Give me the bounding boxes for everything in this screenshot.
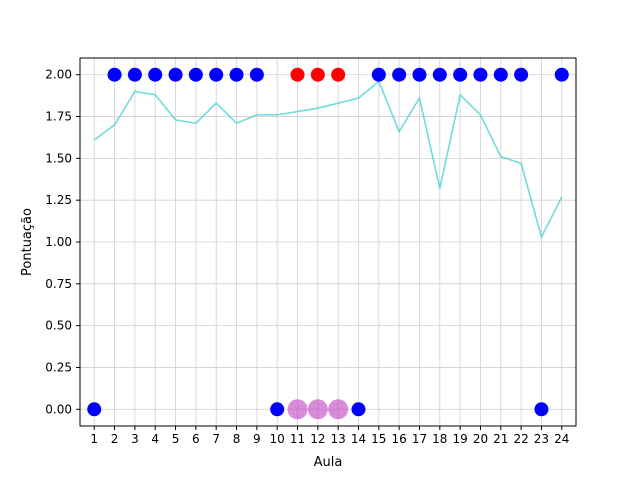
magenta-point (287, 399, 308, 420)
blue-point (473, 67, 488, 82)
blue-point (107, 67, 122, 82)
blue-point (493, 67, 508, 82)
x-axis-ticks: 1 2 3 4 5 6 7 8 9 10 11 12 13 14 15 16 17 18 19 20 21 22 23 24 (90, 426, 569, 446)
x-tick-label: 18 (432, 432, 447, 446)
x-tick-label: 6 (192, 432, 200, 446)
x-axis-label: Aula (314, 455, 343, 470)
blue-point (453, 67, 468, 82)
markers-layer (87, 67, 569, 420)
x-tick-label: 5 (172, 432, 180, 446)
x-tick-label: 24 (554, 432, 569, 446)
x-tick-label: 4 (151, 432, 159, 446)
blue-point (432, 67, 447, 82)
y-axis-ticks: 0.00 0.25 0.50 0.75 1.00 1.25 1.50 1.75 2.00 (45, 68, 80, 416)
x-tick-label: 21 (493, 432, 508, 446)
x-tick-label: 19 (452, 432, 467, 446)
trend-line-layer (93, 80, 563, 240)
x-tick-label: 20 (473, 432, 488, 446)
y-tick-label: 1.50 (45, 151, 72, 165)
y-tick-label: 1.00 (45, 235, 72, 249)
blue-point (209, 67, 224, 82)
x-tick-label: 13 (331, 432, 346, 446)
blue-point (229, 67, 244, 82)
grid-lines (80, 58, 576, 426)
x-tick-label: 22 (513, 432, 528, 446)
y-tick-label: 0.25 (45, 360, 72, 374)
blue-point (351, 402, 366, 417)
x-tick-label: 2 (111, 432, 119, 446)
blue-point (270, 402, 285, 417)
y-tick-label: 2.00 (45, 68, 72, 82)
blue-point (127, 67, 142, 82)
blue-point (168, 67, 183, 82)
blue-point (148, 67, 163, 82)
red-point (290, 67, 305, 82)
blue-point (371, 67, 386, 82)
x-tick-label: 10 (270, 432, 285, 446)
x-tick-label: 23 (534, 432, 549, 446)
y-tick-label: 0.00 (45, 402, 72, 416)
blue-point (392, 67, 407, 82)
blue-point (188, 67, 203, 82)
y-tick-label: 0.75 (45, 277, 72, 291)
x-tick-label: 3 (131, 432, 139, 446)
x-tick-label: 15 (371, 432, 386, 446)
x-tick-label: 16 (392, 432, 407, 446)
blue-point (249, 67, 264, 82)
average-line (93, 80, 563, 240)
blue-point (514, 67, 529, 82)
blue-point (534, 402, 549, 417)
y-axis-label: Pontuação (20, 208, 35, 276)
x-tick-label: 8 (233, 432, 241, 446)
x-tick-label: 1 (90, 432, 98, 446)
y-tick-label: 1.25 (45, 193, 72, 207)
x-tick-label: 12 (310, 432, 325, 446)
x-tick-label: 7 (212, 432, 220, 446)
x-tick-label: 11 (290, 432, 305, 446)
magenta-point (328, 399, 349, 420)
y-tick-label: 1.75 (45, 110, 72, 124)
red-point (331, 67, 346, 82)
magenta-point (307, 399, 328, 420)
blue-point (554, 67, 569, 82)
blue-point (87, 402, 102, 417)
blue-point (412, 67, 427, 82)
x-tick-label: 9 (253, 432, 261, 446)
x-tick-label: 14 (351, 432, 366, 446)
x-tick-label: 17 (412, 432, 427, 446)
y-tick-label: 0.50 (45, 319, 72, 333)
red-point (310, 67, 325, 82)
